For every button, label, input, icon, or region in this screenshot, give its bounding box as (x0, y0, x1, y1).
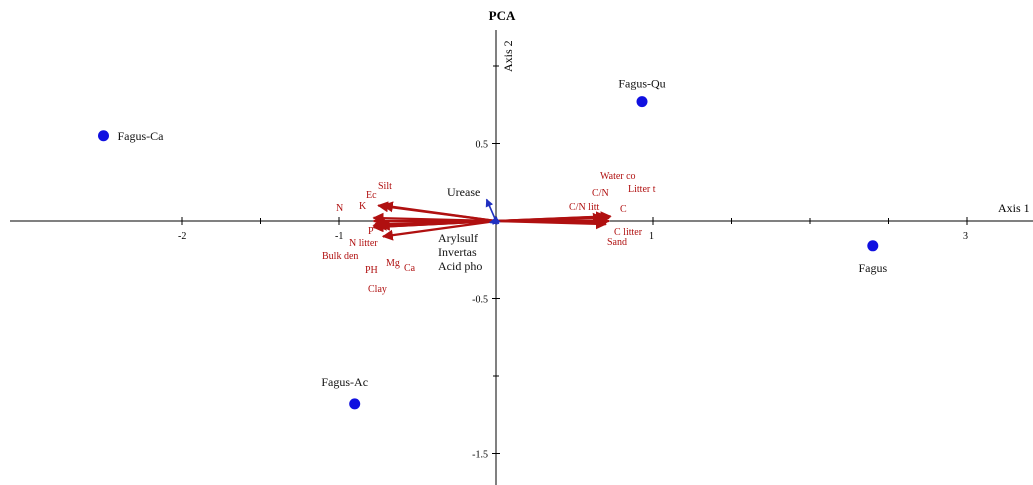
variable-label: Water co (600, 171, 636, 182)
variable-label: Clay (368, 284, 387, 295)
vector-arrow (381, 219, 497, 241)
variable-label: Ec (366, 190, 377, 201)
y-tick-label: 0.5 (476, 140, 489, 151)
vectors (372, 198, 612, 241)
variable-label: Silt (378, 181, 392, 192)
variable-label: Mg (386, 258, 400, 269)
site-label: Fagus-Qu (618, 77, 665, 91)
variable-label: C (620, 204, 627, 215)
site-point (349, 398, 361, 410)
variable-label: Sand (607, 237, 627, 248)
y-tick-label: -1.5 (472, 450, 488, 461)
vector-arrow (495, 218, 607, 230)
variable-label: N (336, 203, 343, 214)
variable-label: Arylsulf (438, 231, 478, 245)
sites (98, 96, 879, 410)
variable-label: Ca (404, 263, 416, 274)
x-tick-label: -1 (335, 231, 343, 242)
site-point (867, 240, 879, 252)
variable-label: C litter (614, 227, 643, 238)
vector-arrow (381, 201, 497, 223)
site-label: Fagus-Ca (118, 129, 165, 143)
y-axis-title: Axis 2 (501, 40, 515, 72)
site-label: Fagus (858, 261, 887, 275)
variable-label: C/N (592, 188, 609, 199)
site-point (636, 96, 648, 108)
chart-title: PCA (489, 8, 516, 23)
variable-label: Bulk den (322, 251, 358, 262)
x-axis-title: Axis 1 (998, 201, 1030, 215)
vector-arrow (485, 198, 497, 222)
variable-label: N litter (349, 238, 378, 249)
variable-label: Invertas (438, 245, 477, 259)
variable-label: Litter t (628, 184, 656, 195)
x-tick-label: 1 (649, 231, 654, 242)
variable-label: Acid pho (438, 259, 482, 273)
variable-label: Urease (447, 185, 480, 199)
y-tick-label: -0.5 (472, 295, 488, 306)
vector-arrow (488, 216, 498, 225)
variable-label: C/N litt (569, 202, 600, 213)
variable-label: P (368, 226, 374, 237)
axes (10, 30, 1033, 485)
x-tick-label: -2 (178, 231, 186, 242)
ticks: -2 -1 1 3 0.5 -0.5 -1.5 (178, 65, 968, 461)
x-tick-label: 3 (963, 231, 968, 242)
variable-label: K (359, 201, 367, 212)
vector-arrow (374, 218, 497, 230)
site-label: Fagus-Ac (321, 375, 368, 389)
site-point (98, 130, 109, 142)
variable-label: PH (365, 265, 378, 276)
